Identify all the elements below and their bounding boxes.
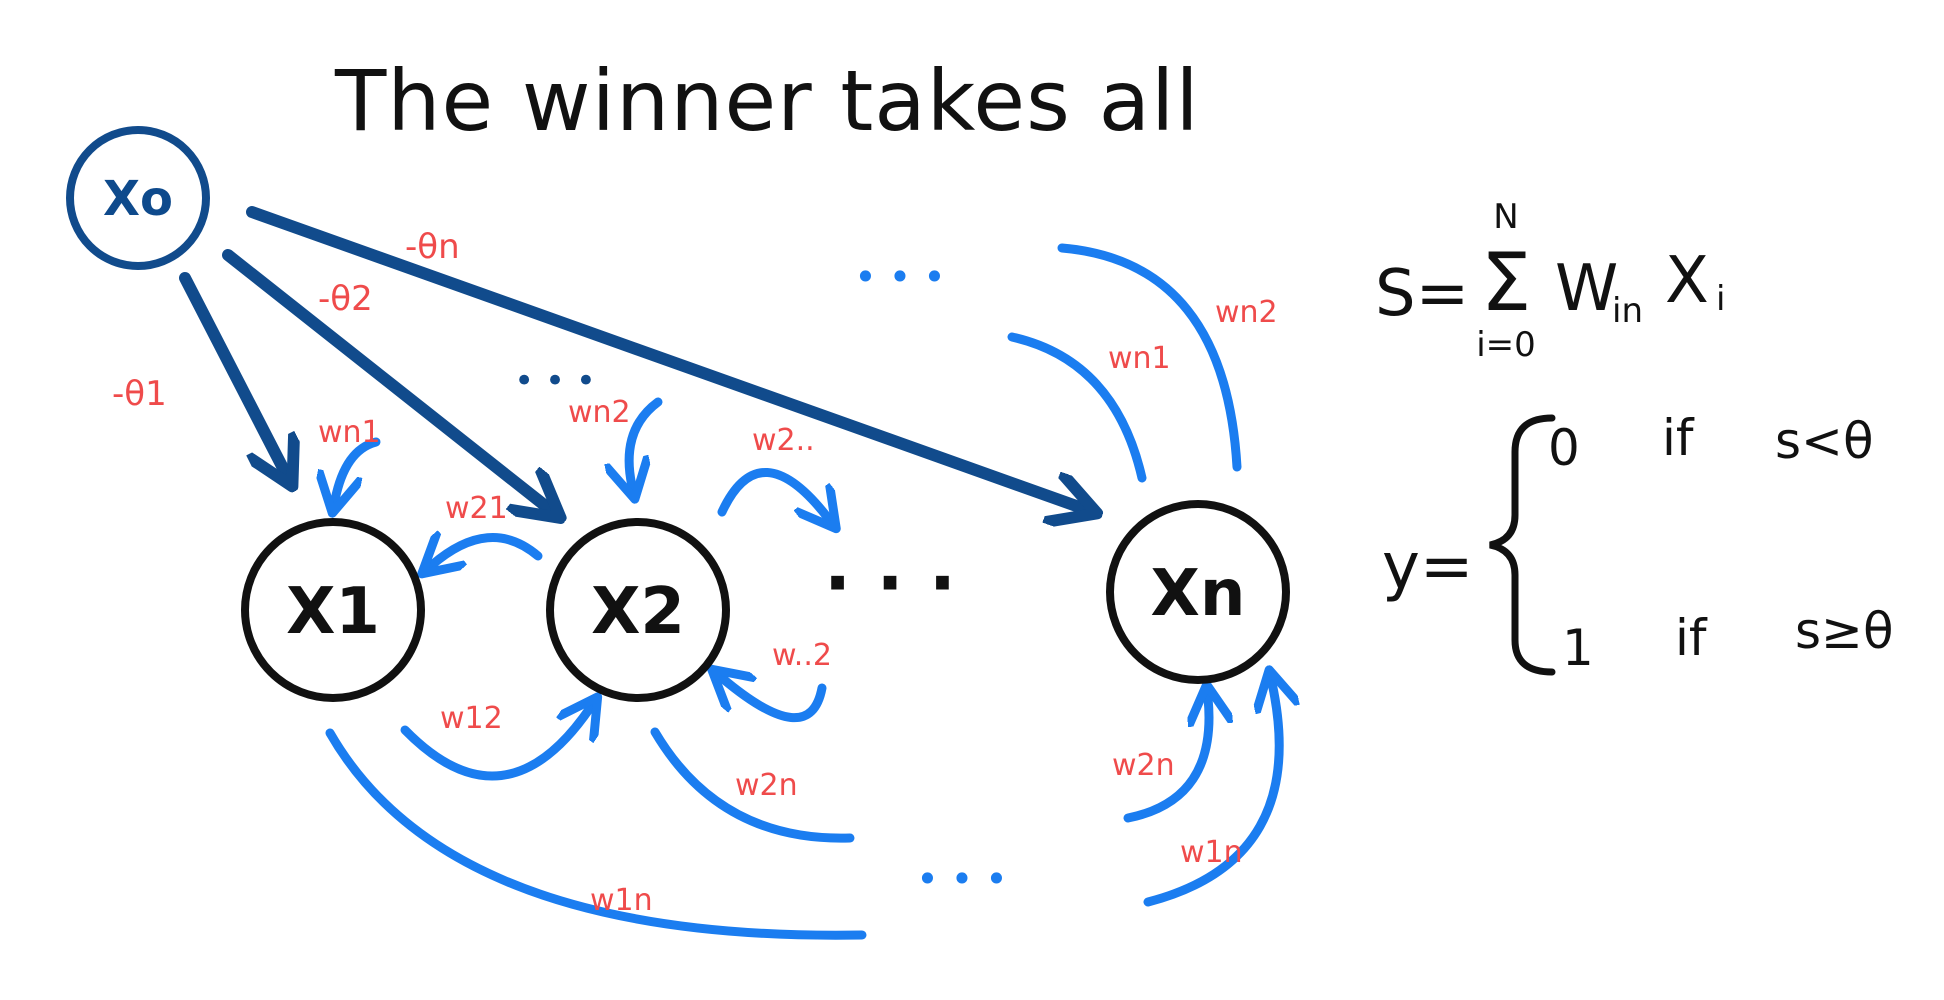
node-x0-circle <box>66 126 210 270</box>
label-theta-2: -θ2 <box>318 279 373 319</box>
formula-sum-bottom: i=0 <box>1476 325 1536 365</box>
ellipsis-above-x2: • • • <box>514 361 596 401</box>
node-x1-label: X1 <box>286 575 380 649</box>
piecewise-brace <box>1489 414 1556 676</box>
label-w2n-small: w2n <box>1112 748 1175 783</box>
diagram-title: The winner takes all <box>334 52 1200 150</box>
piecewise-lhs: y= <box>1382 530 1474 604</box>
case1-condition: s≥θ <box>1795 602 1894 660</box>
arrow-wn2-into-x2 <box>629 397 663 486</box>
formula-sum-symbol: Σ <box>1481 236 1532 329</box>
arrow-w2n-curve <box>650 727 855 843</box>
formula-sum-top: N <box>1493 197 1518 237</box>
arrow-w2n-into-xn <box>1123 698 1209 823</box>
label-w1n-bottom: w1n <box>590 883 653 918</box>
case0-value: 0 <box>1548 419 1580 477</box>
formula-term-x-sub: i <box>1716 279 1725 319</box>
ellipsis-above-xn: • • • <box>854 255 945 299</box>
case1-value: 1 <box>1562 619 1594 677</box>
arrow-wdots-2 <box>722 678 827 723</box>
label-theta-n: -θn <box>405 227 460 267</box>
node-x2-label: X2 <box>591 575 685 649</box>
arrow-w1n-into-xn <box>1143 683 1279 907</box>
arrow-x0-to-xn <box>246 206 1082 508</box>
arrow-w2-dots <box>717 468 828 518</box>
label-w2-dots: w2.. <box>752 423 815 458</box>
arrow-wn1-out-xn <box>1007 332 1147 483</box>
node-xn-circle <box>1106 500 1290 684</box>
label-wn2-self: wn2 <box>568 395 631 430</box>
arrow-w21 <box>432 538 543 565</box>
arrow-w1n-curve <box>325 728 867 940</box>
formula-term-x: X <box>1665 244 1709 318</box>
node-x2-circle <box>546 518 730 702</box>
label-wdots-2: w..2 <box>772 638 832 673</box>
label-theta-1: -θ1 <box>112 374 167 414</box>
ellipsis-bottom: • • • <box>916 857 1007 901</box>
node-x0-label: Xo <box>103 171 173 227</box>
formula-term-w: W <box>1555 252 1618 326</box>
label-w2n: w2n <box>735 768 798 803</box>
label-wn1-right: wn1 <box>1108 341 1171 376</box>
label-wn1-self: wn1 <box>318 415 381 450</box>
arrow-x0-to-x1 <box>179 272 285 472</box>
node-x1-circle <box>241 518 425 702</box>
label-w12: w12 <box>440 701 503 736</box>
arrow-wn2-out-xn <box>1057 243 1242 472</box>
label-w21: w21 <box>445 491 508 526</box>
case1-if: if <box>1675 609 1708 667</box>
arrow-x0-to-x2 <box>222 249 548 508</box>
label-w1n-small: w1n <box>1180 835 1243 870</box>
formula-term-w-sub: in <box>1612 291 1643 331</box>
case0-condition: s<θ <box>1775 412 1874 470</box>
formula-lhs: S= <box>1375 257 1469 331</box>
node-xn-label: Xn <box>1151 557 1246 631</box>
label-wn2-right: wn2 <box>1215 295 1278 330</box>
arrow-wn1-into-x1 <box>335 437 381 500</box>
case0-if: if <box>1662 409 1695 467</box>
row-ellipsis: · · · <box>824 541 956 625</box>
arrow-w12 <box>400 708 590 781</box>
